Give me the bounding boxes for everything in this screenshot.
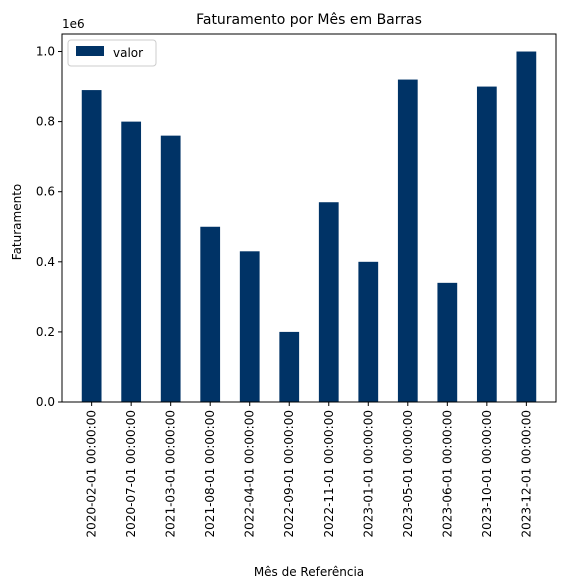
bar-11 xyxy=(516,51,537,403)
y-axis-ticks: 0.0 0.2 0.4 0.6 0.8 1.0 xyxy=(36,45,62,409)
chart-title: Faturamento por Mês em Barras xyxy=(196,12,422,28)
bar-7 xyxy=(358,261,379,402)
x-tick-label: 2023-01-01 00:00:00 xyxy=(361,410,375,537)
legend: valor xyxy=(67,39,157,67)
bar-5 xyxy=(279,331,300,402)
bars xyxy=(81,51,537,403)
y-axis-label: Faturamento xyxy=(10,184,24,260)
y-tick-label: 0.2 xyxy=(36,325,55,339)
x-tick-label: 2023-10-01 00:00:00 xyxy=(480,410,494,537)
y-axis-offset-label: 1e6 xyxy=(62,17,85,31)
legend-swatch xyxy=(76,46,104,56)
legend-label: valor xyxy=(113,46,143,60)
x-tick-label: 2021-08-01 00:00:00 xyxy=(203,410,217,537)
x-tick-label: 2022-09-01 00:00:00 xyxy=(282,410,296,537)
bar-2 xyxy=(160,135,181,402)
plot-frame xyxy=(61,33,557,403)
x-tick-label: 2022-04-01 00:00:00 xyxy=(243,410,257,537)
bar-3 xyxy=(200,226,221,402)
y-tick-label: 0.8 xyxy=(36,115,55,129)
bar-10 xyxy=(476,86,497,402)
x-tick-label: 2023-05-01 00:00:00 xyxy=(401,410,415,537)
x-tick-label: 2023-12-01 00:00:00 xyxy=(519,410,533,537)
bar-0 xyxy=(81,90,102,402)
y-tick-label: 0.0 xyxy=(36,395,55,409)
x-tick-label: 2020-02-01 00:00:00 xyxy=(85,410,99,537)
x-tick-label: 2020-07-01 00:00:00 xyxy=(124,410,138,537)
x-axis-label: Mês de Referência xyxy=(254,565,364,579)
bar-8 xyxy=(397,79,418,402)
x-tick-label: 2021-03-01 00:00:00 xyxy=(164,410,178,537)
bar-6 xyxy=(318,202,339,402)
x-axis-ticks: 2020-02-01 00:00:00 2020-07-01 00:00:00 20… xyxy=(85,402,533,537)
bar-4 xyxy=(239,251,260,402)
bar-1 xyxy=(121,121,142,403)
y-tick-label: 1.0 xyxy=(36,45,55,59)
y-tick-label: 0.6 xyxy=(36,185,55,199)
bar-9 xyxy=(437,282,458,402)
x-tick-label: 2023-06-01 00:00:00 xyxy=(440,410,454,537)
x-tick-label: 2022-11-01 00:00:00 xyxy=(322,410,336,537)
y-tick-label: 0.4 xyxy=(36,255,55,269)
